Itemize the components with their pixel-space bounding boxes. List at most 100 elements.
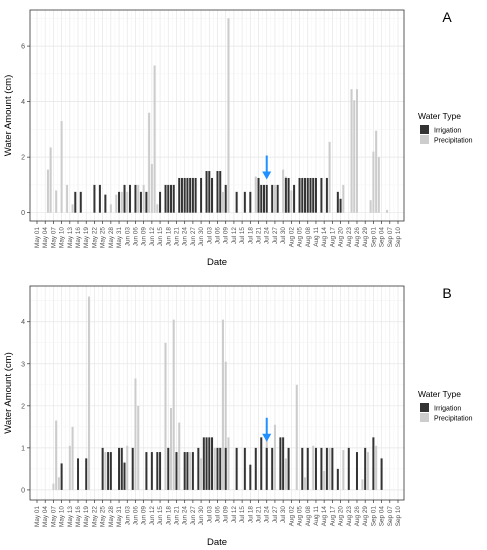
x-tick-label: May 22 [91,227,98,248]
precipitation-bar [71,426,74,490]
irrigation-bar [306,447,309,490]
irrigation-bar [128,184,131,213]
x-tick-label: May 25 [100,506,107,527]
irrigation-bar [60,463,63,490]
x-tick-label: May 07 [50,227,57,248]
x-tick-label: Jun 24 [182,227,189,247]
x-tick-label: Jul 21 [256,227,263,244]
irrigation-bar [208,171,211,213]
x-tick-label: Aug 11 [313,506,320,526]
y-tick-label: 4 [21,319,25,326]
precipitation-bar [323,470,326,490]
irrigation-bar [180,177,183,213]
precipitation-bar [148,112,151,213]
precipitation-bar [87,296,90,490]
x-tick-label: Jun 12 [149,506,156,526]
x-tick-label: Jun 27 [190,227,197,247]
irrigation-bar [372,437,375,490]
irrigation-bar [164,184,167,213]
precipitation-bar [353,100,356,213]
irrigation-bar [314,447,317,490]
irrigation-bar [205,171,208,213]
x-tick-label: Aug 20 [338,506,345,527]
irrigation-bar [254,447,257,490]
x-tick-label: May 31 [116,227,123,248]
x-tick-label: Aug 29 [362,506,369,527]
irrigation-bar [325,447,328,490]
irrigation-bar [123,184,126,213]
x-tick-label: May 16 [75,227,82,248]
y-axis-title: Water Amount (cm) [3,75,14,156]
y-tick-label: 0 [21,210,25,217]
irrigation-bar [79,191,82,213]
x-tick-label: Jun 24 [182,506,189,526]
irrigation-bar [120,447,123,490]
irrigation-bar [205,437,208,490]
irrigation-bar [301,177,304,213]
precipitation-bar [273,184,276,213]
irrigation-bar [265,184,268,213]
irrigation-bar [172,184,175,213]
x-tick-label: Jul 21 [256,506,263,523]
x-tick-label: May 22 [91,506,98,527]
x-tick-label: Sep 10 [395,227,402,248]
irrigation-bar [312,177,315,213]
x-tick-label: Jul 03 [206,227,213,244]
precipitation-bar [126,191,129,213]
x-tick-label: Jun 18 [165,227,172,247]
irrigation-bar [219,447,222,490]
precipitation-bar [273,424,276,490]
legend-entry-label: Precipitation [434,138,473,145]
irrigation-bar [208,437,211,490]
x-tick-label: Aug 02 [288,227,295,248]
irrigation-bar [224,184,227,213]
x-tick-label: Aug 08 [305,227,312,248]
precipitation-bar [172,319,175,490]
x-tick-label: Jul 24 [264,227,271,244]
x-tick-label: May 04 [42,506,49,527]
x-tick-label: Sep 04 [379,506,386,527]
irrigation-bar [145,452,148,490]
x-tick-label: Aug 23 [346,506,353,527]
precipitation-bar [282,169,285,213]
irrigation-bar [170,184,173,213]
x-tick-label: Jun 06 [132,227,139,247]
x-tick-label: Aug 02 [288,506,295,527]
irrigation-bar [159,191,162,213]
irrigation-bar [139,191,142,213]
irrigation-bar [74,191,77,213]
x-tick-label: Jul 30 [280,227,287,244]
precipitation-bar [350,89,353,213]
precipitation-bar [328,141,331,213]
precipitation-bar [342,449,345,490]
x-tick-label: Jul 09 [223,506,230,523]
precipitation-bar [109,204,112,213]
x-tick-label: May 28 [108,227,115,248]
x-tick-label: Jun 15 [157,227,164,247]
y-tick-label: 2 [21,403,25,410]
precipitation-bar [46,169,49,213]
precipitation-bar [66,184,69,213]
x-tick-label: Sep 01 [370,227,377,248]
precipitation-bar [221,191,224,213]
y-tick-label: 2 [21,155,25,162]
irrigation-bar [118,191,121,213]
legend-title: Water Type [418,389,461,399]
precipitation-bar [227,437,230,490]
irrigation-bar [284,177,287,213]
precipitation-bar [104,452,107,490]
x-tick-label: Jul 15 [239,506,246,523]
irrigation-bar [325,177,328,213]
precipitation-bar [375,130,378,213]
precipitation-bar [377,157,380,213]
x-tick-label: Jun 09 [141,227,148,247]
irrigation-bar [104,194,107,213]
x-tick-label: Jun 09 [141,506,148,526]
legend-swatch [420,135,429,144]
precipitation-bar [71,204,74,213]
irrigation-bar [243,191,246,213]
irrigation-bar [309,177,312,213]
x-tick-label: Jul 09 [223,227,230,244]
